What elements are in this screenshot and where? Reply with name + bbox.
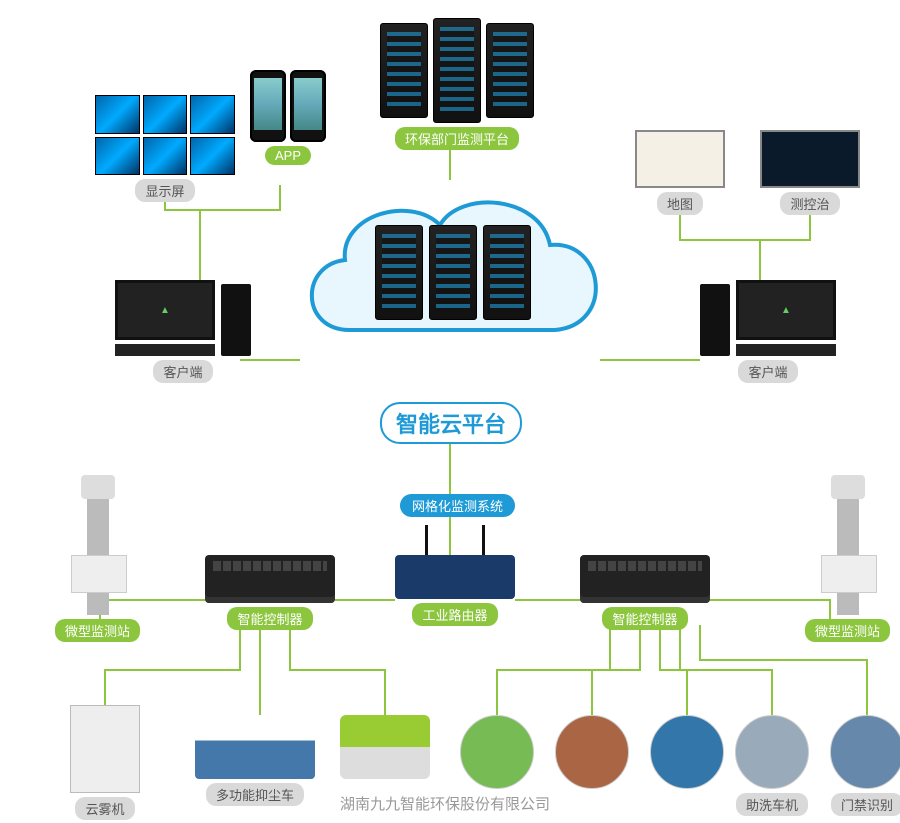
node-display: 显示屏 (95, 95, 235, 202)
gate-label: 门禁识别 (831, 793, 900, 816)
phone-icon (290, 70, 326, 142)
edge (680, 210, 760, 280)
circle-icon (460, 715, 534, 789)
truck-icon (195, 715, 315, 779)
station-icon (837, 495, 859, 615)
node-station-right: 微型监测站 (805, 495, 890, 642)
map-label: 地图 (657, 192, 703, 215)
spray-icon (340, 715, 430, 779)
pc-tower-icon (221, 284, 251, 356)
ctrl-left-label: 智能控制器 (227, 607, 312, 630)
station-right-label: 微型监测站 (805, 619, 890, 642)
cloud-subtitle-label: 网格化监测系统 (400, 494, 515, 517)
dust-truck-label: 多功能抑尘车 (206, 783, 304, 806)
station-icon (87, 495, 109, 615)
dash-label: 测控治 (780, 192, 839, 215)
cloud-title: 智能云平台 (380, 398, 522, 444)
pc-tower-icon (700, 284, 730, 356)
edge (290, 625, 385, 715)
phone-icon (250, 70, 286, 142)
node-wash: 助洗车机 (735, 715, 809, 816)
node-gate: 门禁识别 (830, 715, 900, 816)
node-ctrl-right: 智能控制器 (580, 555, 710, 630)
node-client-right: ▲ 客户端 (700, 280, 836, 383)
client-right-label: 客户端 (738, 360, 797, 383)
servers-top-label: 环保部门监测平台 (395, 127, 519, 150)
cloud-server-icon (429, 225, 477, 320)
node-fogger: 云雾机 (70, 705, 140, 820)
node-router: 工业路由器 (395, 555, 515, 626)
server-icon (380, 23, 428, 118)
node-map: 地图 (635, 130, 725, 215)
cloud-server-icon (483, 225, 531, 320)
node-b2 (555, 715, 629, 789)
watermark-text: 湖南九九智能环保股份有限公司 (340, 793, 550, 814)
controller-icon (580, 555, 710, 603)
app-label: APP (265, 146, 311, 165)
station-left-label: 微型监测站 (55, 619, 140, 642)
map-icon (635, 130, 725, 188)
circle-icon (830, 715, 900, 789)
node-dash: 测控治 (760, 130, 860, 215)
circle-icon (555, 715, 629, 789)
node-b1 (460, 715, 534, 789)
monitor-icon: ▲ (736, 280, 836, 340)
node-ctrl-left: 智能控制器 (205, 555, 335, 630)
node-app: APP (250, 70, 326, 165)
videowall-icon (95, 95, 235, 175)
router-label: 工业路由器 (412, 603, 497, 626)
node-station-left: 微型监测站 (55, 495, 140, 642)
wash-label: 助洗车机 (736, 793, 808, 816)
display-label: 显示屏 (135, 179, 194, 202)
node-dust-truck: 多功能抑尘车 (195, 715, 315, 806)
node-client-left: ▲ 客户端 (115, 280, 251, 383)
cloud-server-icon (375, 225, 423, 320)
dashboard-icon (760, 130, 860, 188)
fogger-label: 云雾机 (75, 797, 134, 820)
router-icon (395, 555, 515, 599)
fogger-icon (70, 705, 140, 793)
edge (592, 625, 640, 715)
node-spray (340, 715, 430, 779)
monitor-icon: ▲ (115, 280, 215, 340)
circle-icon (735, 715, 809, 789)
circle-icon (650, 715, 724, 789)
cloud-title-label: 智能云平台 (380, 402, 522, 444)
cloud-platform (290, 170, 610, 390)
edge (680, 625, 772, 715)
node-servers-top: 环保部门监测平台 (380, 18, 534, 150)
cloud-subtitle: 网格化监测系统 (400, 490, 515, 517)
controller-icon (205, 555, 335, 603)
server-icon (433, 18, 481, 123)
client-left-label: 客户端 (153, 360, 212, 383)
server-icon (486, 23, 534, 118)
ctrl-right-label: 智能控制器 (602, 607, 687, 630)
node-b3 (650, 715, 724, 789)
